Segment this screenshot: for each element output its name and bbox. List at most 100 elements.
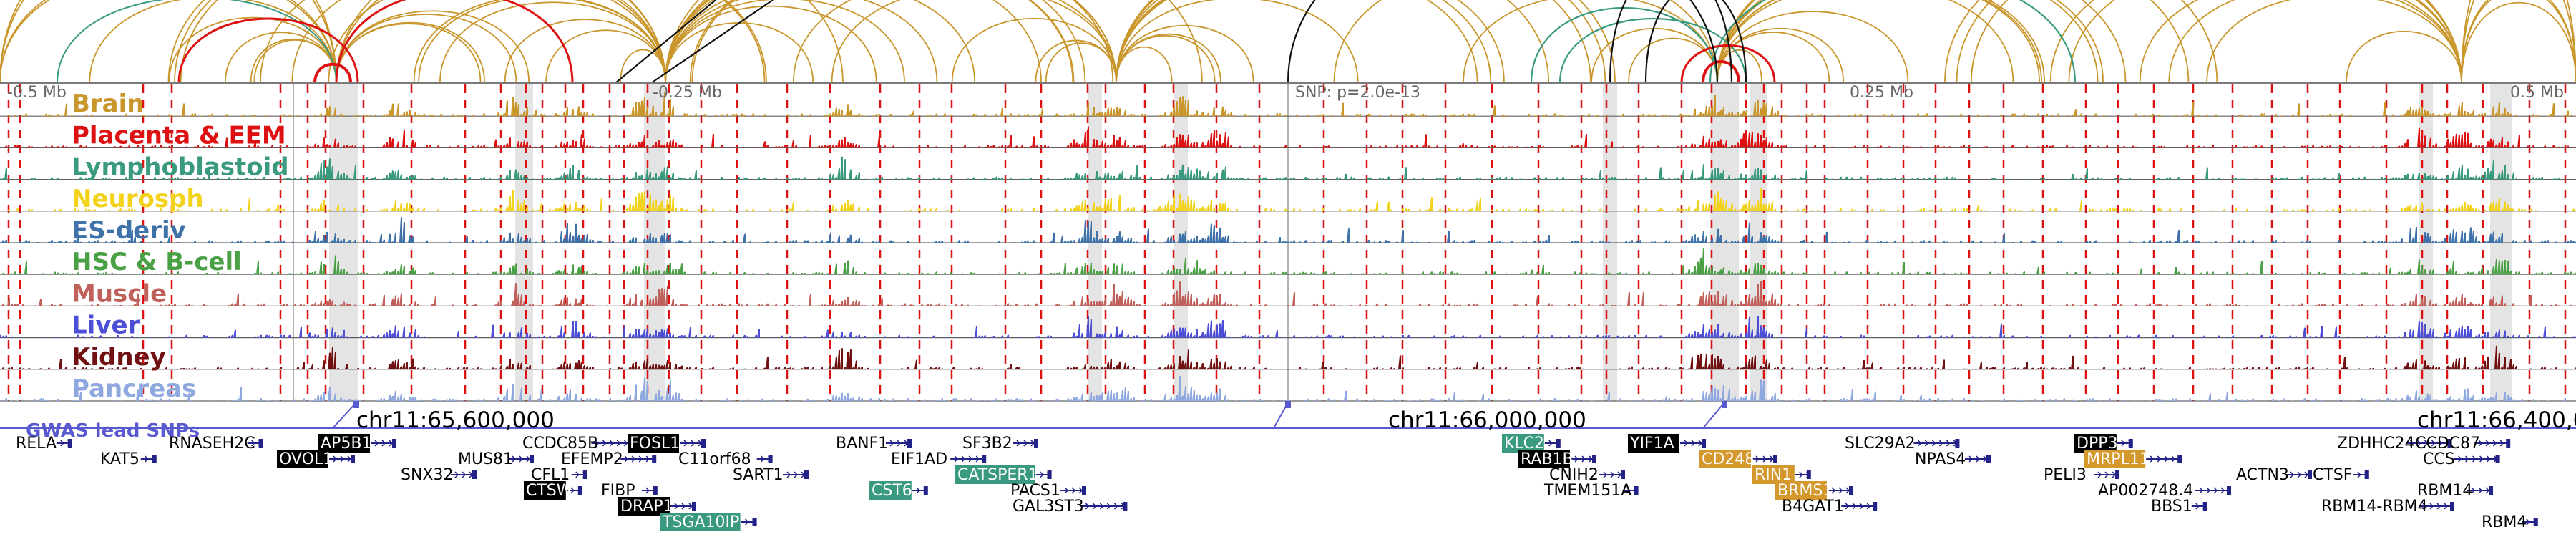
exon bbox=[2364, 470, 2369, 479]
track-signal-kidney bbox=[0, 345, 2576, 369]
strand-arrow bbox=[1831, 487, 1836, 494]
distance-label: 0.5 Mb bbox=[2510, 84, 2564, 102]
gene-label: PELI3 bbox=[2044, 466, 2087, 484]
gwas-lead-snps: GWAS lead SNPs chr11:65,600,000 chr11:66,0… bbox=[0, 401, 2576, 442]
exon bbox=[652, 455, 657, 463]
exon bbox=[692, 502, 696, 511]
gene-label: SNX32 bbox=[401, 466, 454, 484]
exon bbox=[2177, 455, 2182, 463]
distance-label: -0.25 Mb bbox=[653, 84, 722, 102]
strand-arrow bbox=[2097, 471, 2102, 478]
gene-label: EIF1AD bbox=[891, 450, 947, 468]
exon bbox=[1773, 455, 1777, 463]
strand-arrow bbox=[2431, 440, 2436, 447]
gene-label: CCS bbox=[2423, 450, 2455, 468]
strand-arrow bbox=[2438, 440, 2443, 447]
interaction-arc bbox=[336, 0, 844, 84]
gene-label: KLC2 bbox=[1504, 435, 1544, 453]
interaction-arc bbox=[1116, 0, 1591, 84]
strand-arrow bbox=[2195, 503, 2200, 510]
strand-arrow bbox=[60, 440, 64, 447]
gene-label: SART1 bbox=[733, 466, 784, 484]
strand-arrow bbox=[251, 440, 255, 447]
exon bbox=[582, 470, 587, 479]
interaction-arc-teal bbox=[1709, 0, 2077, 84]
strand-arrow bbox=[2424, 440, 2429, 447]
strand-arrow bbox=[1866, 503, 1871, 510]
interaction-arc-red bbox=[1680, 44, 1776, 84]
strand-arrow bbox=[1917, 440, 1922, 447]
strand-arrow bbox=[1071, 487, 1076, 494]
interaction-arc bbox=[665, 0, 976, 84]
gene-label: ACTN3 bbox=[2236, 466, 2289, 484]
strand-arrow bbox=[2458, 455, 2462, 463]
strand-arrow bbox=[681, 503, 686, 510]
interaction-arc bbox=[1116, 0, 1492, 84]
exon bbox=[1047, 470, 1052, 479]
strand-arrow bbox=[595, 440, 600, 447]
strand-arrow bbox=[2487, 455, 2491, 463]
exon bbox=[1986, 455, 1991, 463]
gene-label: C11orf68 bbox=[678, 450, 751, 468]
interaction-arc-red bbox=[335, 0, 574, 84]
interaction-arc bbox=[1035, 39, 1117, 84]
track-signal-hsc-b-cell bbox=[0, 248, 2576, 275]
gene-label: CTSW bbox=[526, 482, 572, 500]
track-labels: Brain Placenta & EEM Lymphoblastoid Neurosp… bbox=[72, 90, 289, 403]
exon bbox=[1034, 439, 1038, 448]
interaction-arc bbox=[1717, 0, 2099, 84]
strand-arrow bbox=[381, 440, 386, 447]
strand-arrow bbox=[624, 455, 629, 463]
interaction-arc bbox=[439, 1, 666, 84]
strand-arrow bbox=[2164, 455, 2169, 463]
gene-label: OVOL1 bbox=[279, 450, 333, 468]
exon bbox=[923, 486, 928, 495]
interaction-arc bbox=[2346, 31, 2462, 84]
coordinate-label: chr11:65,600,000 bbox=[356, 407, 555, 433]
track-signal-placenta-eem bbox=[0, 126, 2576, 148]
interaction-arc-teal bbox=[1530, 6, 1719, 84]
exon bbox=[152, 455, 157, 463]
gene-highlight bbox=[628, 434, 679, 453]
strand-arrow bbox=[691, 440, 696, 447]
strand-arrow bbox=[1626, 487, 1631, 494]
strand-arrow bbox=[2422, 503, 2427, 510]
gene-label: RIN1 bbox=[1755, 466, 1792, 484]
exon bbox=[653, 486, 658, 495]
track-label: Kidney bbox=[72, 343, 166, 372]
strand-arrow bbox=[575, 471, 580, 478]
strand-arrow bbox=[2213, 487, 2218, 494]
gene-label: NPAS4 bbox=[1915, 450, 1966, 468]
strand-arrow bbox=[1040, 471, 1044, 478]
gene-label: TSGA10IP bbox=[662, 513, 739, 531]
strand-arrow bbox=[2465, 455, 2469, 463]
strand-arrow bbox=[2150, 455, 2155, 463]
chromatin-interaction-arcs bbox=[0, 0, 2576, 84]
gene-label: PACS1 bbox=[1010, 482, 1060, 500]
interaction-arc bbox=[2461, 0, 2576, 84]
strand-arrow bbox=[2478, 487, 2483, 494]
strand-arrow bbox=[2526, 518, 2530, 526]
strand-arrow bbox=[2478, 440, 2483, 447]
gene-highlight bbox=[318, 434, 370, 453]
strand-arrow bbox=[2409, 440, 2414, 447]
interaction-arc bbox=[1116, 0, 1359, 84]
strand-arrow bbox=[645, 487, 650, 494]
gene-highlight bbox=[618, 497, 670, 516]
gene-label: RBM14-RBM4 bbox=[2321, 498, 2428, 516]
exon bbox=[768, 455, 773, 463]
gene-label: B4GAT1 bbox=[1782, 498, 1844, 516]
exon bbox=[351, 455, 355, 463]
interaction-arc bbox=[665, 0, 938, 84]
strand-arrow bbox=[462, 471, 467, 478]
gene-label: MRPL11 bbox=[2087, 450, 2150, 468]
strand-arrow bbox=[1755, 455, 1760, 463]
strand-arrow bbox=[1603, 471, 1608, 478]
interaction-arc-red bbox=[1702, 60, 1740, 84]
exon bbox=[2447, 439, 2452, 448]
interaction-arc bbox=[1717, 27, 1845, 84]
gene-label: CCDC87 bbox=[2415, 435, 2480, 453]
strand-arrow bbox=[2199, 487, 2204, 494]
interaction-arc-black bbox=[1644, 0, 1747, 84]
strand-arrow bbox=[683, 440, 688, 447]
